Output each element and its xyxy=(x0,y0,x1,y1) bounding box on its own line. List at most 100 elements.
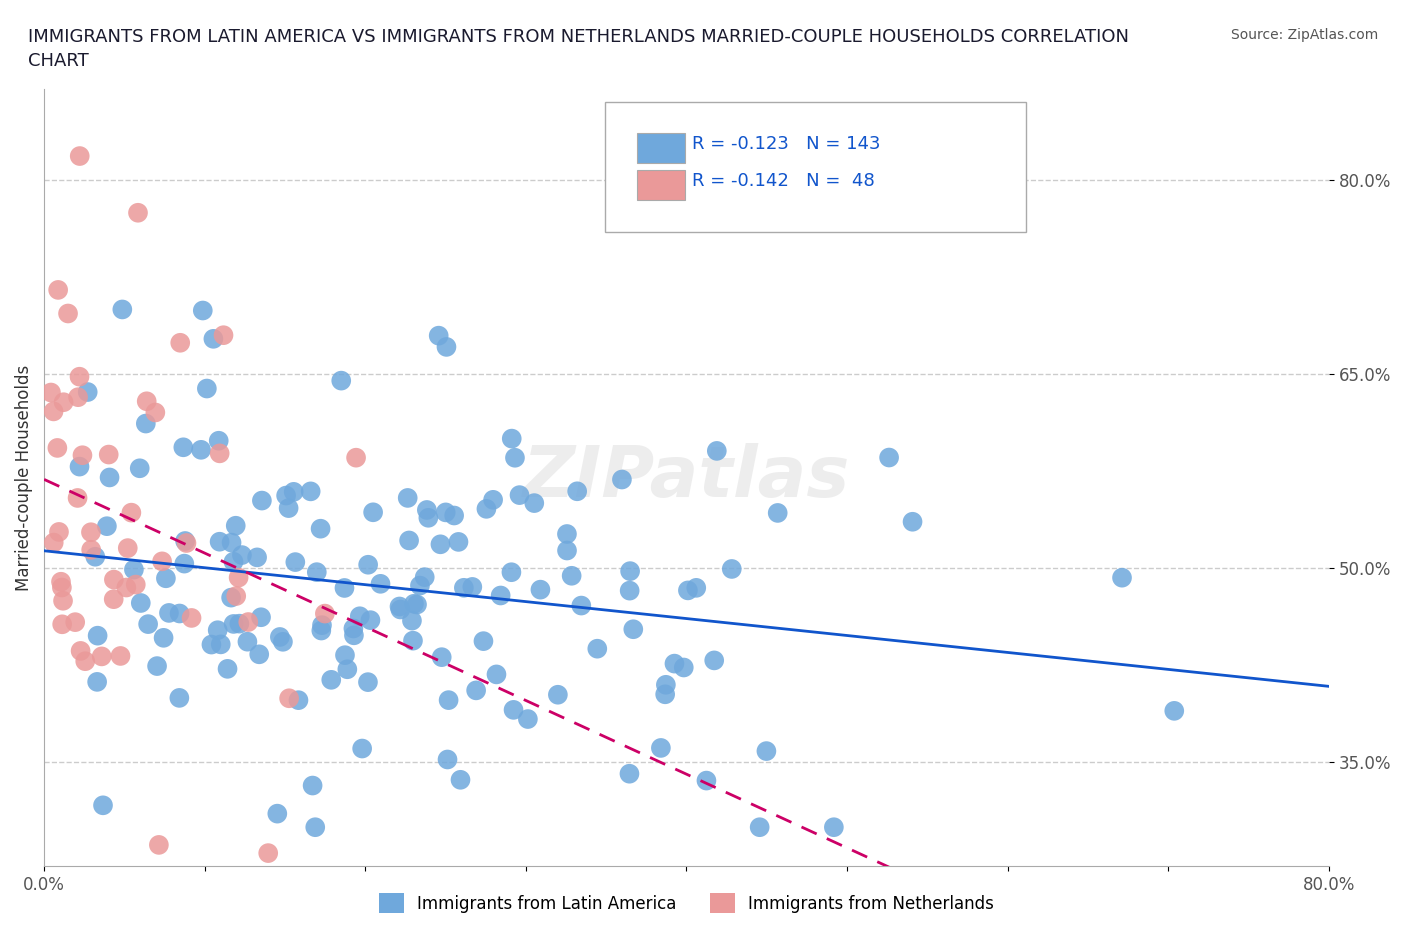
Point xyxy=(66,490,89,505)
Point xyxy=(561,568,583,583)
Point xyxy=(157,605,180,620)
Point xyxy=(86,674,108,689)
Point xyxy=(117,540,139,555)
Point xyxy=(72,447,94,462)
Point xyxy=(502,702,524,717)
Point xyxy=(333,580,356,595)
Point xyxy=(231,548,253,563)
Point xyxy=(222,617,245,631)
Point xyxy=(97,447,120,462)
Point xyxy=(191,303,214,318)
Point xyxy=(129,595,152,610)
Text: R = -0.142   N =  48: R = -0.142 N = 48 xyxy=(692,172,875,191)
Point xyxy=(333,647,356,662)
Point xyxy=(311,618,333,632)
Point xyxy=(301,778,323,793)
Point xyxy=(207,623,229,638)
Point xyxy=(314,606,336,621)
Point xyxy=(503,450,526,465)
Point xyxy=(437,693,460,708)
Point xyxy=(703,653,725,668)
Point xyxy=(69,149,91,164)
Point xyxy=(257,845,280,860)
Point xyxy=(586,642,609,657)
Point xyxy=(434,505,457,520)
Point xyxy=(555,526,578,541)
Point xyxy=(336,662,359,677)
Point xyxy=(174,534,197,549)
Point xyxy=(115,580,138,595)
Point xyxy=(901,514,924,529)
Point xyxy=(250,493,273,508)
Point xyxy=(250,610,273,625)
Point xyxy=(195,381,218,396)
Point xyxy=(401,613,423,628)
Point xyxy=(269,630,291,644)
Point xyxy=(271,634,294,649)
Point xyxy=(695,773,717,788)
Point xyxy=(135,393,157,408)
Point xyxy=(200,637,222,652)
Text: ZIPatlas: ZIPatlas xyxy=(523,444,851,512)
Point xyxy=(69,644,91,658)
Point xyxy=(501,432,523,446)
Point xyxy=(246,550,269,565)
Point xyxy=(755,744,778,759)
Point xyxy=(429,537,451,551)
Point xyxy=(309,521,332,536)
Point xyxy=(169,690,191,705)
Point xyxy=(344,450,367,465)
Point xyxy=(720,562,742,577)
Point xyxy=(208,445,231,460)
Point xyxy=(52,593,75,608)
Point xyxy=(304,819,326,834)
Point xyxy=(676,583,699,598)
Point xyxy=(84,550,107,565)
Point xyxy=(56,306,79,321)
Point xyxy=(111,302,134,317)
Point xyxy=(349,609,371,624)
Point xyxy=(69,369,91,384)
Point xyxy=(278,691,301,706)
Point xyxy=(96,519,118,534)
Point xyxy=(225,518,247,533)
Point xyxy=(49,575,72,590)
Text: Source: ZipAtlas.com: Source: ZipAtlas.com xyxy=(1230,28,1378,42)
Point xyxy=(685,580,707,595)
Point xyxy=(1163,703,1185,718)
Point xyxy=(122,562,145,577)
Point xyxy=(91,798,114,813)
Point xyxy=(148,837,170,852)
Point xyxy=(284,554,307,569)
Point xyxy=(388,599,411,614)
Point xyxy=(370,577,392,591)
Point xyxy=(398,533,420,548)
Point xyxy=(619,564,641,578)
Point xyxy=(48,525,70,539)
Point xyxy=(190,443,212,458)
Point xyxy=(567,484,589,498)
Point xyxy=(76,385,98,400)
Point xyxy=(406,597,429,612)
Point xyxy=(80,525,103,539)
Point xyxy=(42,535,65,550)
Point xyxy=(706,444,728,458)
Point xyxy=(287,693,309,708)
Point xyxy=(51,580,73,595)
Point xyxy=(748,819,770,834)
Point xyxy=(155,571,177,586)
Point xyxy=(453,580,475,595)
Point xyxy=(650,740,672,755)
Point xyxy=(208,534,231,549)
Point xyxy=(238,615,260,630)
Point xyxy=(247,647,270,662)
Point xyxy=(212,327,235,342)
Point xyxy=(621,622,644,637)
Point xyxy=(236,634,259,649)
Point xyxy=(173,556,195,571)
Point xyxy=(305,565,328,579)
Point xyxy=(654,687,676,702)
Point xyxy=(357,557,380,572)
Point xyxy=(75,654,97,669)
Point xyxy=(664,657,686,671)
